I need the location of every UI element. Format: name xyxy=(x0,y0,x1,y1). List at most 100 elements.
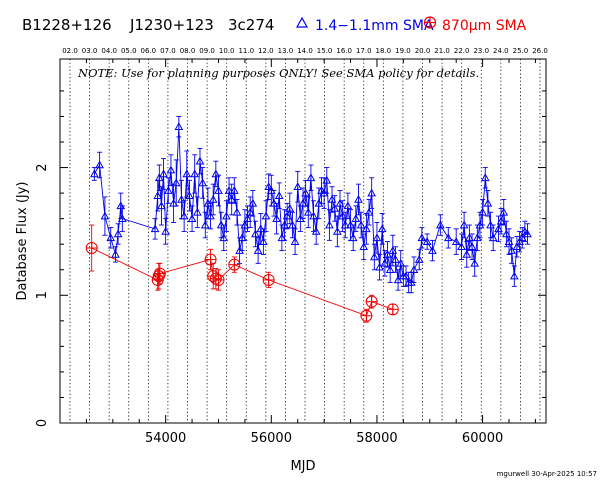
data-point xyxy=(422,233,432,250)
data-point xyxy=(325,209,334,241)
data-point xyxy=(106,227,116,249)
data-point xyxy=(396,250,406,277)
data-point xyxy=(377,213,387,245)
data-point xyxy=(190,154,200,194)
data-point xyxy=(372,222,382,254)
top-axis-label: 16.0 xyxy=(336,47,352,55)
data-point xyxy=(251,220,260,248)
data-point xyxy=(483,190,493,217)
top-axis-label: 20.0 xyxy=(415,47,431,55)
data-point xyxy=(277,224,287,252)
top-axis-label: 09.0 xyxy=(199,47,215,55)
top-axis-label: 21.0 xyxy=(434,47,450,55)
legend-entry-red: 870μm SMA xyxy=(423,16,527,34)
data-point xyxy=(322,167,332,194)
top-axis-label: 07.0 xyxy=(160,47,176,55)
data-point xyxy=(264,173,274,200)
data-point xyxy=(340,211,350,239)
top-axis-label: 17.0 xyxy=(356,47,372,55)
plot-frame xyxy=(59,58,547,424)
data-point xyxy=(209,268,222,290)
top-axis-label: 12.0 xyxy=(258,47,274,55)
data-point xyxy=(293,170,303,203)
legend-entry-blue: 1.4−1.1mm SMA xyxy=(295,16,434,34)
series-blue xyxy=(89,116,532,294)
top-axis-label: 22.0 xyxy=(454,47,470,55)
data-point xyxy=(428,239,437,262)
data-point xyxy=(211,160,221,188)
y-tick-label: 1 xyxy=(35,291,50,299)
top-axis-label: 15.0 xyxy=(317,47,333,55)
top-axis-label: 11.0 xyxy=(238,47,254,55)
data-point xyxy=(204,248,217,271)
data-point xyxy=(465,224,474,252)
data-point xyxy=(327,186,337,213)
data-point xyxy=(182,150,192,198)
data-point xyxy=(512,236,522,258)
data-point xyxy=(262,271,275,289)
top-axis-label: 14.0 xyxy=(297,47,313,55)
data-point xyxy=(488,224,498,252)
data-point xyxy=(385,256,395,283)
top-axis-label: 03.0 xyxy=(82,47,98,55)
data-point xyxy=(113,223,123,245)
top-axis: 02.0 03.0 04.0 05.0 06.0 07.0 08.0 09.0 10.0 11.0… xyxy=(62,47,548,55)
data-point xyxy=(228,256,241,273)
data-point xyxy=(171,159,181,207)
data-point xyxy=(219,224,229,252)
data-point xyxy=(206,202,215,230)
data-point xyxy=(169,183,178,223)
data-point xyxy=(499,199,509,226)
legend-label-blue: 1.4−1.1mm SMA xyxy=(315,18,434,34)
data-point xyxy=(523,223,532,245)
data-point xyxy=(272,202,281,235)
data-point xyxy=(198,167,207,199)
planning-note: NOTE: Use for planning purposes ONLY! Se… xyxy=(77,66,479,80)
data-point xyxy=(185,179,194,212)
data-point xyxy=(457,233,466,260)
data-point xyxy=(364,199,374,226)
data-point xyxy=(117,205,127,232)
source-name-1: B1228+126 xyxy=(22,16,112,34)
x-axis: 54000 56000 58000 60000 xyxy=(59,59,536,446)
data-point xyxy=(443,227,453,249)
y-tick-label: 2 xyxy=(35,163,50,171)
data-point xyxy=(212,269,225,291)
data-point xyxy=(343,192,353,220)
y-tick-label: 0 xyxy=(35,419,50,427)
data-point xyxy=(100,196,110,236)
data-point xyxy=(282,202,292,230)
data-point xyxy=(240,209,250,241)
data-point xyxy=(462,241,472,268)
top-axis-label: 06.0 xyxy=(141,47,157,55)
data-point xyxy=(200,211,210,239)
top-axis-label: 24.0 xyxy=(493,47,509,55)
data-point xyxy=(274,182,284,209)
data-point xyxy=(85,224,98,272)
data-point xyxy=(161,218,171,245)
data-point xyxy=(298,187,308,220)
data-point xyxy=(351,205,361,232)
data-point xyxy=(280,209,289,241)
top-axis-label: 08.0 xyxy=(180,47,196,55)
series-line xyxy=(93,126,528,283)
x-tick-label: 54000 xyxy=(145,431,186,446)
top-axis-label: 26.0 xyxy=(532,47,548,55)
data-point xyxy=(222,200,231,232)
top-axis-label: 02.0 xyxy=(62,47,78,55)
top-axis-label: 10.0 xyxy=(219,47,235,55)
data-point xyxy=(391,246,400,273)
data-point xyxy=(163,177,173,204)
data-point xyxy=(303,196,313,229)
y-axis: 0 1 2 xyxy=(35,90,546,427)
data-point xyxy=(150,218,160,240)
data-point xyxy=(214,174,223,207)
data-point xyxy=(509,265,519,287)
top-axis-label: 18.0 xyxy=(376,47,392,55)
x-tick-label: 60000 xyxy=(462,431,503,446)
data-point xyxy=(414,248,424,271)
data-point xyxy=(480,167,490,189)
data-point xyxy=(365,294,378,309)
data-point xyxy=(348,224,358,252)
